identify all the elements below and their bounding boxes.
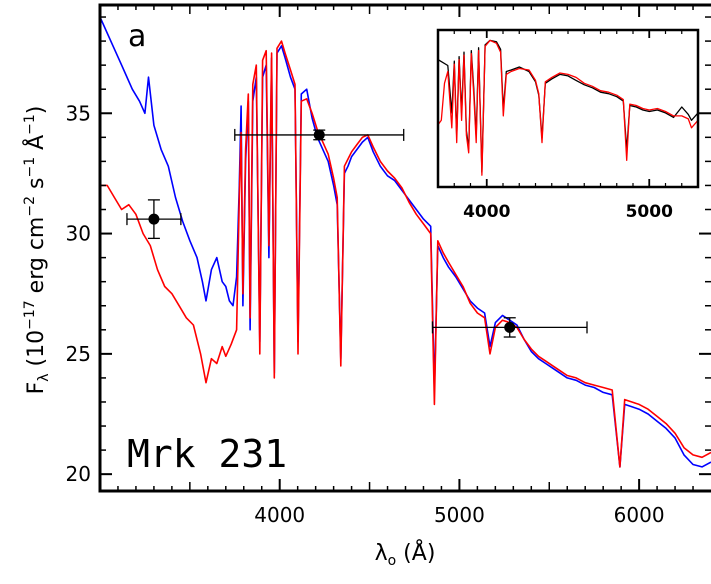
spectrum-line-2 [100, 40, 711, 468]
y-tick-label: 30 [66, 222, 91, 246]
inset-series-group [438, 39, 698, 176]
y-tick-label: 20 [66, 462, 91, 486]
photometry-marker [504, 321, 516, 333]
photometry-marker [148, 213, 160, 225]
panel-label: a [128, 19, 146, 54]
inset-x-tick-label: 4000 [463, 202, 510, 222]
y-tick-label: 25 [66, 342, 91, 366]
photometry-point-1 [126, 199, 182, 240]
y-axis-title: Fλ (10−17 erg cm−2 s−1 Å−1) [22, 106, 52, 395]
inset-spectrum-line-2 [438, 39, 698, 176]
photometry-marker [313, 129, 325, 141]
main-series-group [100, 16, 711, 468]
object-label: Mrk 231 [127, 432, 287, 476]
axis-ticks: 4000 5000 6000 20 25 30 35 [66, 5, 711, 527]
photometry-group [126, 128, 588, 338]
inset-x-tick-label: 5000 [626, 202, 673, 222]
photometry-point-2 [234, 128, 405, 141]
x-tick-label: 6000 [614, 503, 665, 527]
x-tick-label: 4000 [254, 503, 305, 527]
inset-axis-ticks: 4000 5000 [453, 30, 683, 222]
plot-frame [98, 3, 711, 493]
photometry-point-3 [431, 317, 588, 338]
x-axis-title: λo (Å) [375, 539, 436, 569]
x-tick-label: 5000 [434, 503, 485, 527]
y-tick-label: 35 [66, 101, 91, 125]
